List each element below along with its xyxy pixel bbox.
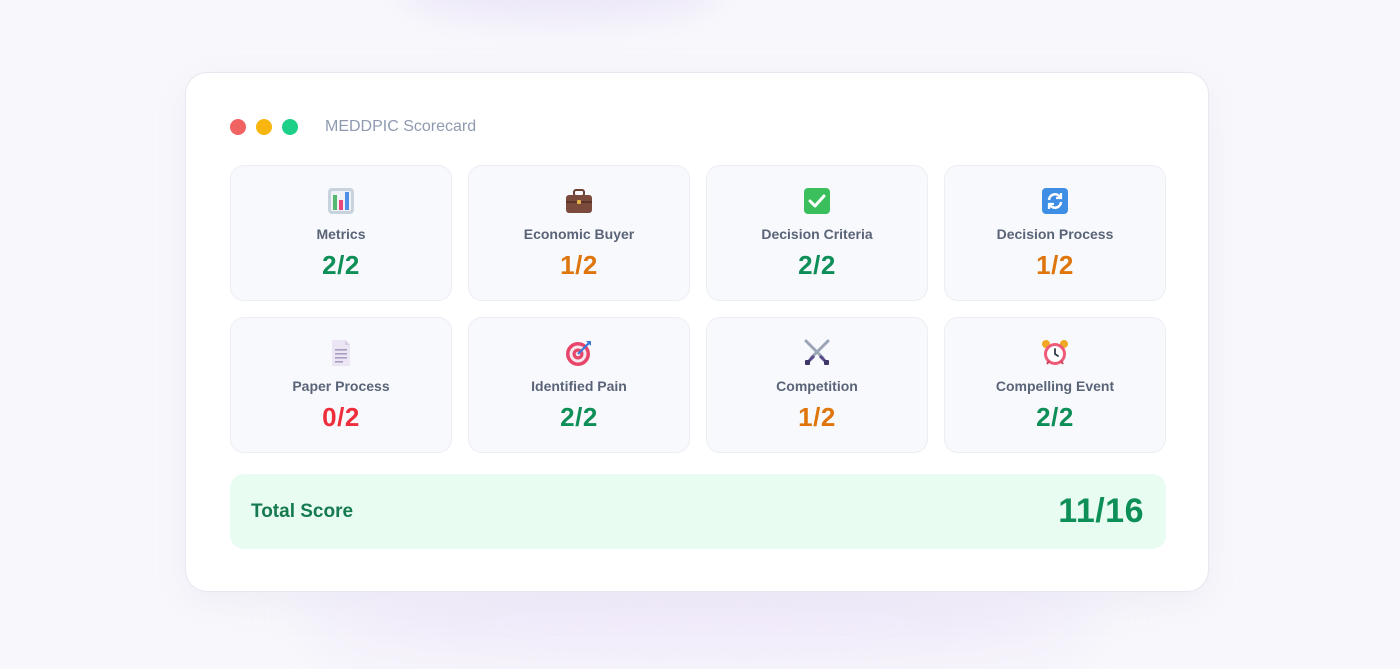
card-score: 2/2 — [322, 250, 360, 280]
card-paper-process: Paper Process 0/2 — [230, 317, 452, 453]
crossed-swords-icon — [802, 338, 832, 368]
card-score: 2/2 — [560, 402, 598, 432]
card-label: Economic Buyer — [523, 226, 635, 242]
total-score-value: 11/16 — [1058, 492, 1144, 530]
card-decision-process: Decision Process 1/2 — [944, 165, 1166, 301]
card-identified-pain: Identified Pain 2/2 — [468, 317, 690, 453]
card-score: 2/2 — [798, 250, 836, 280]
minimize-window-dot[interactable] — [256, 119, 272, 135]
card-score: 1/2 — [1036, 250, 1074, 280]
briefcase-icon — [564, 186, 594, 216]
card-decision-criteria: Decision Criteria 2/2 — [706, 165, 928, 301]
document-icon — [326, 338, 356, 368]
card-score: 2/2 — [1036, 402, 1074, 432]
card-score: 1/2 — [560, 250, 598, 280]
checkmark-icon — [802, 186, 832, 216]
card-label: Paper Process — [292, 378, 390, 394]
background-glow — [400, 0, 720, 20]
card-economic-buyer: Economic Buyer 1/2 — [468, 165, 690, 301]
card-competition: Competition 1/2 — [706, 317, 928, 453]
alarm-clock-icon — [1040, 338, 1070, 368]
card-label: Metrics — [316, 226, 366, 242]
close-window-dot[interactable] — [230, 119, 246, 135]
maximize-window-dot[interactable] — [282, 119, 298, 135]
card-score: 1/2 — [798, 402, 836, 432]
card-label: Compelling Event — [995, 378, 1115, 394]
card-compelling-event: Compelling Event 2/2 — [944, 317, 1166, 453]
target-icon — [564, 338, 594, 368]
card-label: Competition — [776, 378, 858, 394]
background-glow — [300, 590, 1100, 660]
card-score: 0/2 — [322, 402, 360, 432]
bar-chart-icon — [326, 186, 356, 216]
window-titlebar: MEDDPIC Scorecard — [230, 117, 476, 137]
window-title: MEDDPIC Scorecard — [325, 118, 477, 135]
total-score-bar: Total Score 11/16 — [230, 474, 1166, 549]
total-score-label: Total Score — [251, 500, 354, 522]
refresh-icon — [1040, 186, 1070, 216]
card-label: Identified Pain — [531, 378, 627, 394]
card-metrics: Metrics 2/2 — [230, 165, 452, 301]
card-label: Decision Process — [996, 226, 1114, 242]
card-label: Decision Criteria — [761, 226, 873, 242]
scorecard-window: MEDDPIC Scorecard Metrics 2/2 — [185, 72, 1209, 592]
scorecard-grid: Metrics 2/2 Economic Buyer 1/2 — [230, 165, 1166, 453]
